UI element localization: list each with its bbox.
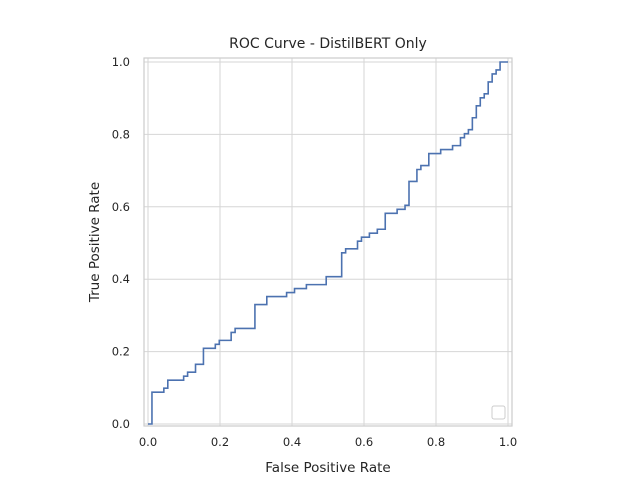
- plot-frame: [143, 57, 513, 427]
- roc-curve-line: [148, 61, 508, 425]
- x-tick-label: 0.0: [139, 435, 157, 449]
- tick-labels: 0.0 0.2 0.4 0.6 0.8 1.0 0.0 0.2 0.4 0.6 0.8 1.0: [112, 55, 517, 449]
- x-tick-label: 0.8: [427, 435, 445, 449]
- y-tick-label: 0.6: [112, 200, 130, 214]
- y-tick-label: 0.8: [112, 127, 130, 141]
- y-tick-label: 1.0: [112, 55, 130, 69]
- y-tick-label: 0.2: [112, 345, 130, 359]
- legend-box: [491, 405, 506, 420]
- x-axis-label: False Positive Rate: [265, 460, 390, 476]
- chart-title: ROC Curve - DistilBERT Only: [229, 36, 427, 52]
- x-tick-label: 0.4: [283, 435, 301, 449]
- x-tick-label: 1.0: [499, 435, 517, 449]
- x-tick-label: 0.2: [211, 435, 229, 449]
- x-tick-label: 0.6: [355, 435, 373, 449]
- grid: [144, 58, 512, 426]
- y-tick-label: 0.0: [112, 417, 130, 431]
- y-axis-label: True Positive Rate: [87, 182, 103, 303]
- y-tick-label: 0.4: [112, 272, 130, 286]
